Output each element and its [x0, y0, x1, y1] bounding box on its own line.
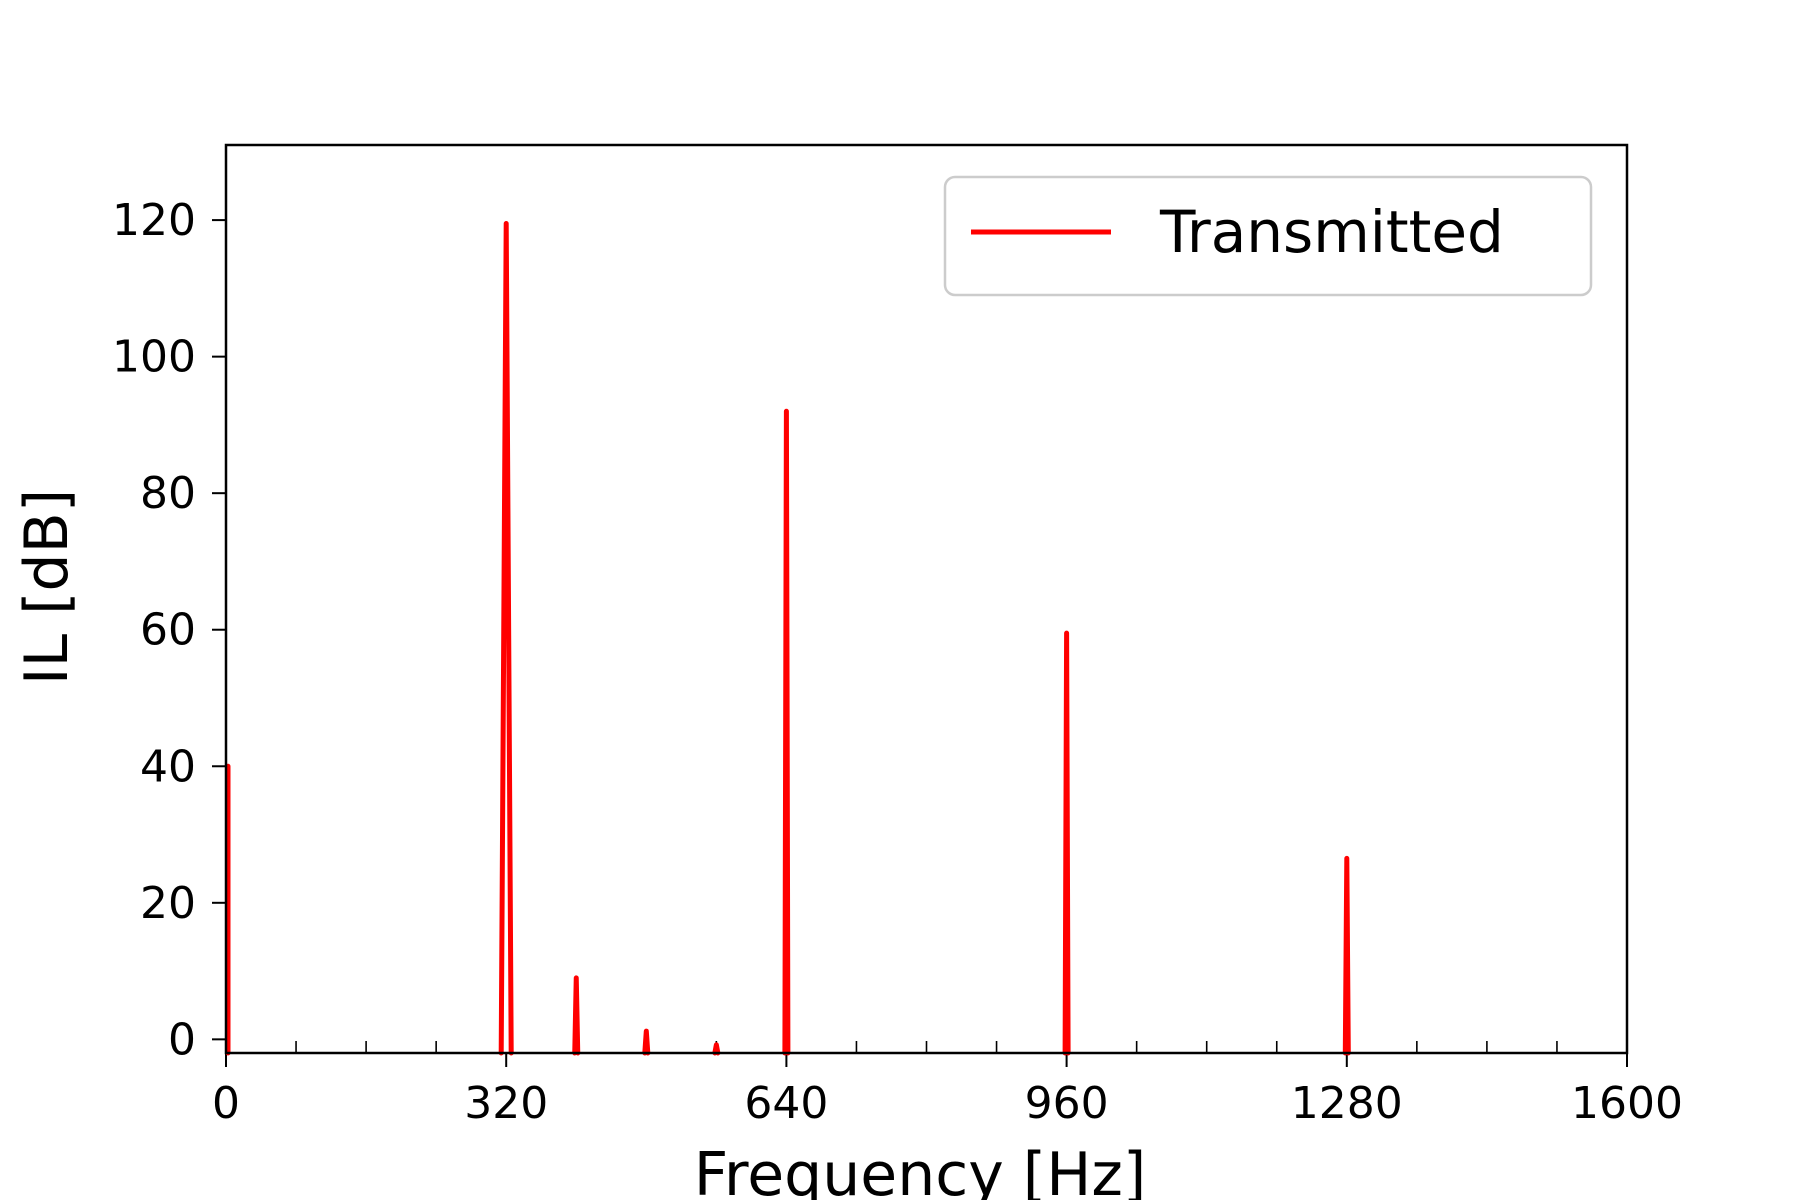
y-tick-label: 80 — [140, 468, 196, 519]
x-tick-label: 1600 — [1571, 1078, 1683, 1129]
legend-label-transmitted: Transmitted — [1159, 198, 1504, 266]
series-peak — [782, 408, 791, 1056]
series-peak — [498, 221, 514, 1056]
series-peak — [572, 975, 581, 1056]
x-tick-label: 960 — [1025, 1078, 1109, 1129]
y-tick-label: 100 — [112, 332, 196, 383]
plot-frame — [224, 143, 1629, 1055]
series-peak — [642, 1028, 651, 1056]
series-peak — [1342, 855, 1351, 1056]
x-tick-label: 1280 — [1291, 1078, 1403, 1129]
series-transmitted — [225, 221, 1351, 1056]
series-peak — [712, 1042, 721, 1056]
y-axis-label: IL [dB] — [12, 489, 82, 685]
y-tick-label: 0 — [168, 1014, 196, 1065]
series-peak — [1062, 630, 1071, 1056]
y-tick-label: 120 — [112, 195, 196, 246]
y-axis-ticks: 0 20 40 60 80 100 120 — [112, 195, 226, 1065]
x-axis-ticks: 0 320 640 960 1280 1600 — [212, 1041, 1683, 1129]
legend-box — [943, 175, 1593, 297]
y-tick-label: 60 — [140, 605, 196, 656]
x-tick-label: 0 — [212, 1078, 240, 1129]
y-tick-label: 20 — [140, 878, 196, 929]
x-tick-label: 320 — [464, 1078, 548, 1129]
legend: Transmitted — [943, 175, 1593, 297]
y-tick-label: 40 — [140, 741, 196, 792]
x-axis-label: Frequency [Hz] — [694, 1140, 1146, 1200]
x-tick-label: 640 — [744, 1078, 828, 1129]
